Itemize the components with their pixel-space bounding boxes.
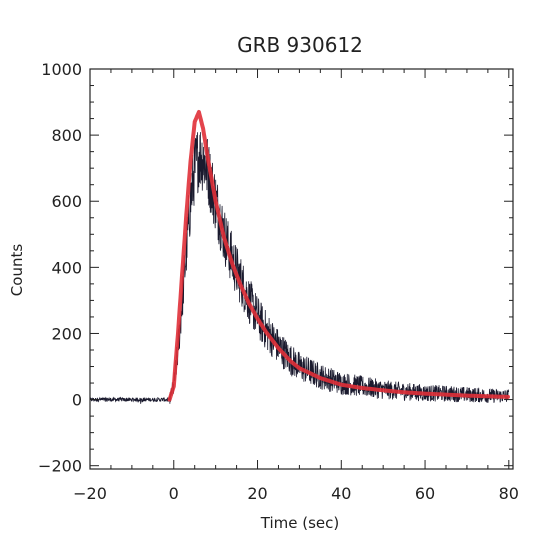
- y-tick-label: 1000: [41, 60, 82, 79]
- x-tick-label: −20: [73, 484, 107, 503]
- data-layer: [89, 110, 510, 404]
- x-axis: −20 0 20 40 60 80: [73, 69, 519, 503]
- y-tick-label: −200: [38, 457, 82, 476]
- y-tick-label: 800: [51, 126, 82, 145]
- x-axis-label: Time (sec): [260, 514, 339, 532]
- chart-title: GRB 930612: [237, 33, 363, 57]
- y-tick-label: 0: [72, 391, 82, 410]
- x-tick-label: 40: [331, 484, 351, 503]
- x-tick-label: 20: [247, 484, 267, 503]
- x-tick-label: 80: [499, 484, 519, 503]
- x-tick-label: 60: [415, 484, 435, 503]
- x-tick-label: 0: [169, 484, 179, 503]
- y-axis-label: Counts: [8, 244, 26, 297]
- y-tick-label: 600: [51, 192, 82, 211]
- model-fit-curve: [167, 110, 510, 402]
- y-axis: −200 0 200 400 600 800 1000: [38, 60, 513, 476]
- y-tick-label: 200: [51, 324, 82, 343]
- observed-light-curve: [89, 132, 510, 404]
- plot-frame: [89, 68, 514, 470]
- y-tick-label: 400: [51, 258, 82, 277]
